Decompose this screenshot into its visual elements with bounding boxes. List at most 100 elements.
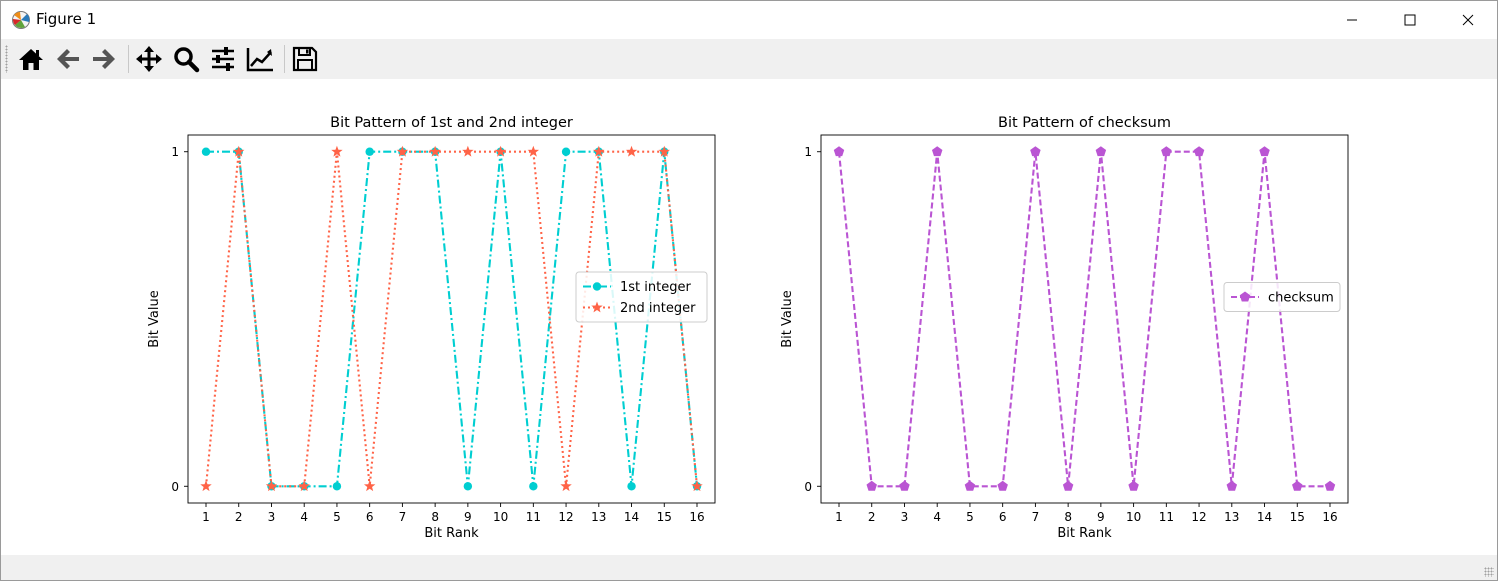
legend-marker — [591, 301, 603, 313]
data-point — [462, 145, 474, 157]
data-point — [365, 147, 374, 156]
data-point — [1062, 480, 1074, 491]
x-tick-label: 4 — [300, 510, 308, 524]
data-point — [625, 145, 638, 157]
back-button[interactable] — [52, 43, 84, 75]
x-tick-label: 11 — [526, 510, 541, 524]
data-point — [1128, 480, 1139, 491]
x-tick-label: 5 — [966, 510, 974, 524]
data-point — [1259, 146, 1270, 157]
x-tick-label: 8 — [431, 510, 439, 524]
forward-button[interactable] — [88, 43, 120, 75]
matplotlib-logo-icon — [12, 11, 30, 29]
figure-canvas[interactable]: Bit Pattern of 1st and 2nd integer 1 2 3 4 5 6… — [1, 79, 1497, 555]
data-point — [1292, 480, 1303, 491]
legend: checksum — [1223, 282, 1341, 312]
data-point — [363, 480, 376, 492]
data-point — [593, 145, 605, 157]
x-tick-label: 16 — [689, 510, 704, 524]
maximize-button[interactable] — [1381, 1, 1439, 39]
status-bar — [1, 555, 1497, 580]
data-point — [1193, 146, 1205, 157]
data-point — [691, 480, 703, 492]
legend-box — [575, 271, 708, 323]
x-tick-label: 9 — [1097, 510, 1105, 524]
minimize-icon — [1347, 19, 1357, 21]
x-tick-label: 9 — [464, 510, 472, 524]
legend-marker — [592, 282, 602, 291]
x-tick-label: 3 — [901, 510, 909, 524]
data-point — [833, 146, 845, 157]
home-icon — [19, 49, 43, 70]
data-point — [1324, 480, 1336, 491]
y-axis-label: Bit Value — [780, 290, 795, 347]
x-tick-label: 12 — [1191, 510, 1206, 524]
save-button[interactable] — [289, 43, 321, 75]
data-point — [201, 147, 211, 156]
data-point — [866, 480, 877, 491]
data-point — [658, 145, 670, 157]
chart-title: Bit Pattern of 1st and 2nd integer — [330, 115, 573, 131]
legend-label: 1st integer — [620, 280, 691, 295]
data-point — [899, 480, 910, 491]
window-title: Figure 1 — [36, 10, 97, 28]
data-point — [964, 480, 976, 491]
x-tick-label: 6 — [999, 510, 1007, 524]
maximize-icon — [1404, 14, 1416, 26]
x-tick-label: 2 — [868, 510, 876, 524]
home-button[interactable] — [15, 43, 47, 75]
x-tick-label: 1 — [835, 510, 843, 524]
data-point — [997, 480, 1008, 491]
pan-button[interactable] — [133, 43, 165, 75]
x-tick-label: 12 — [558, 510, 573, 524]
x-tick-label: 5 — [333, 510, 341, 524]
x-tick-label: 10 — [1126, 510, 1141, 524]
toolbar-grip[interactable] — [5, 45, 8, 73]
data-point — [396, 145, 409, 157]
data-point — [298, 480, 310, 492]
y-tick-label: 1 — [171, 145, 179, 159]
data-point — [1095, 146, 1107, 157]
legend-label: 2nd integer — [620, 301, 696, 316]
data-point — [1030, 146, 1041, 157]
toolbar-separator — [284, 45, 285, 73]
edit-axis-button[interactable] — [244, 43, 276, 75]
data-point — [561, 147, 571, 156]
data-point — [463, 482, 473, 491]
y-tick-label: 0 — [171, 480, 179, 494]
data-point — [560, 480, 572, 492]
resize-grip-icon[interactable] — [1484, 567, 1494, 577]
data-point — [529, 482, 538, 491]
toolbar-separator — [128, 45, 129, 73]
x-tick-label: 13 — [1224, 510, 1239, 524]
x-tick-label: 6 — [366, 510, 374, 524]
x-tick-label: 15 — [657, 510, 672, 524]
navigation-toolbar — [1, 39, 1497, 79]
chart-1: Bit Pattern of 1st and 2nd integer 1 2 3 4 5 6… — [147, 115, 716, 541]
x-tick-label: 3 — [268, 510, 276, 524]
x-tick-label: 14 — [1257, 510, 1272, 524]
y-tick-label: 0 — [804, 480, 812, 494]
x-tick-label: 7 — [399, 510, 407, 524]
floppy-disk-icon — [292, 46, 318, 72]
x-tick-label: 13 — [591, 510, 606, 524]
data-point — [1226, 480, 1238, 491]
minimize-button[interactable] — [1323, 1, 1381, 39]
data-point — [494, 145, 507, 157]
x-tick-label: 10 — [493, 510, 508, 524]
data-point — [332, 482, 342, 491]
data-point — [527, 145, 540, 157]
close-button[interactable] — [1439, 1, 1497, 39]
plot-area — [820, 134, 1349, 504]
data-point — [429, 145, 441, 157]
x-tick-label: 8 — [1064, 510, 1072, 524]
data-point — [627, 482, 636, 491]
configure-subplots-button[interactable] — [207, 43, 239, 75]
close-icon — [1462, 14, 1474, 26]
zoom-button[interactable] — [170, 43, 202, 75]
legend-label: checksum — [1268, 291, 1334, 306]
x-tick-label: 11 — [1159, 510, 1174, 524]
